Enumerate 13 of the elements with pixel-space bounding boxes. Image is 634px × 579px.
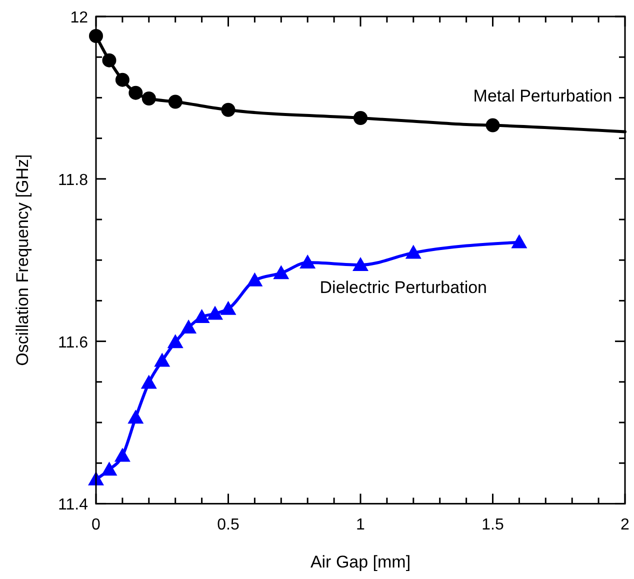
x-tick-label: 2 xyxy=(620,516,630,534)
x-tick-label: 1.5 xyxy=(482,516,504,534)
y-tick-label: 12 xyxy=(70,10,88,26)
legend-label: Metal Perturbation xyxy=(473,86,612,106)
x-tick-label: 0.5 xyxy=(217,516,240,534)
y-axis-title: Oscillation Frequency [GHz] xyxy=(13,154,32,366)
series-label: Dielectric Perturbation xyxy=(320,278,488,297)
x-tick-label: 0 xyxy=(92,516,101,534)
y-tick-label: 11.8 xyxy=(58,172,88,189)
x-axis-title: Air Gap [mm] xyxy=(310,552,411,572)
y-tick-label: 11.6 xyxy=(58,334,88,352)
x-tick-label: 1 xyxy=(356,516,366,534)
y-tick-label: 11.4 xyxy=(58,496,88,514)
